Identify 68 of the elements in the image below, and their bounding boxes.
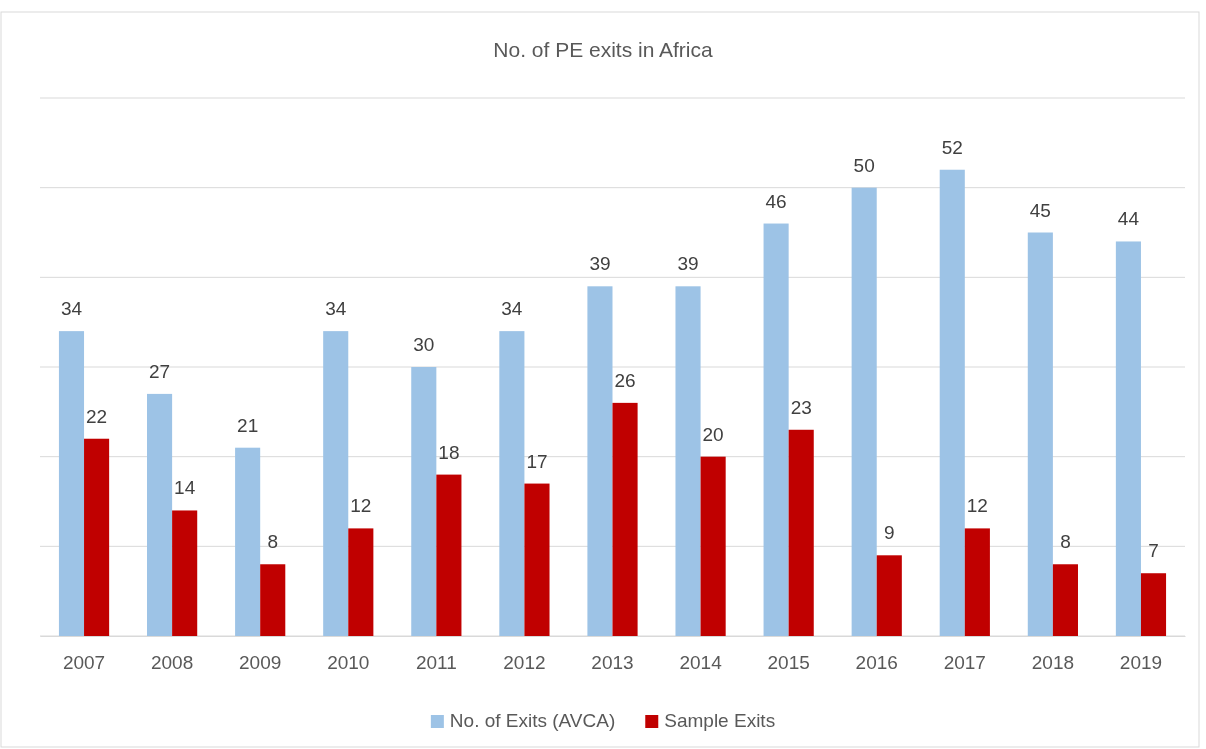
- data-label: 17: [526, 450, 548, 472]
- x-tick-label: 2018: [1031, 652, 1075, 674]
- data-label: 39: [677, 253, 699, 275]
- bar: [675, 286, 701, 636]
- x-tick-label: 2012: [503, 652, 546, 674]
- x-tick-label: 2019: [1119, 652, 1163, 674]
- data-label: 23: [790, 396, 812, 418]
- data-label: 30: [413, 334, 435, 355]
- bar: [700, 456, 726, 636]
- bar: [964, 528, 990, 636]
- bar: [147, 393, 173, 636]
- data-label: 9: [883, 522, 895, 544]
- data-label: 7: [1148, 540, 1159, 562]
- chart-title: No. of PE exits in Africa: [493, 38, 714, 61]
- bar: [411, 367, 437, 636]
- data-label: 50: [853, 154, 875, 176]
- data-label: 20: [702, 423, 724, 445]
- data-label: 21: [237, 414, 259, 436]
- x-tick-label: 2009: [239, 652, 282, 674]
- bar: [235, 447, 261, 636]
- bar: [436, 474, 462, 636]
- bar: [524, 483, 550, 636]
- data-label: 22: [86, 405, 108, 427]
- data-label: 34: [60, 298, 83, 320]
- data-label: 27: [148, 360, 171, 382]
- x-tick-label: 2014: [679, 652, 723, 674]
- data-label: 26: [614, 369, 636, 391]
- data-label: 8: [267, 531, 279, 553]
- data-label: 12: [966, 495, 988, 517]
- legend-label: No. of Exits (AVCA): [449, 710, 616, 731]
- bar: [260, 564, 286, 636]
- bar: [587, 286, 613, 636]
- bar: [323, 331, 349, 636]
- bar: [612, 402, 638, 636]
- x-tick-label: 2016: [855, 652, 898, 674]
- x-tick-label: 2015: [767, 652, 810, 674]
- data-label: 14: [174, 477, 196, 499]
- data-label: 34: [501, 298, 523, 320]
- data-label: 34: [325, 298, 347, 320]
- bar: [84, 438, 110, 636]
- data-label: 8: [1060, 531, 1071, 553]
- bar: [499, 331, 525, 636]
- bar: [851, 187, 877, 636]
- bar: [1027, 232, 1053, 636]
- data-label: 52: [941, 136, 963, 158]
- bar: [58, 331, 85, 636]
- bar: [348, 528, 374, 636]
- data-label: 12: [350, 495, 372, 517]
- legend-label: Sample Exits: [664, 710, 776, 731]
- bar: [1115, 241, 1141, 636]
- data-label: 46: [765, 190, 787, 212]
- x-tick-label: 2007: [62, 652, 106, 674]
- data-label: 39: [589, 253, 611, 275]
- bar: [788, 429, 814, 636]
- bar: [939, 169, 965, 636]
- bar: [1052, 564, 1078, 636]
- data-label: 45: [1029, 199, 1051, 221]
- bar: [876, 555, 902, 636]
- x-tick-label: 2011: [415, 652, 457, 674]
- x-tick-label: 2008: [150, 652, 194, 674]
- x-tick-label: 2017: [943, 652, 986, 674]
- data-label: 18: [438, 441, 460, 463]
- bar: [172, 510, 198, 636]
- bar: [763, 223, 789, 636]
- data-label: 44: [1117, 208, 1140, 230]
- x-tick-label: 2013: [591, 652, 634, 674]
- bar: [1140, 573, 1167, 636]
- x-tick-label: 2010: [327, 652, 370, 674]
